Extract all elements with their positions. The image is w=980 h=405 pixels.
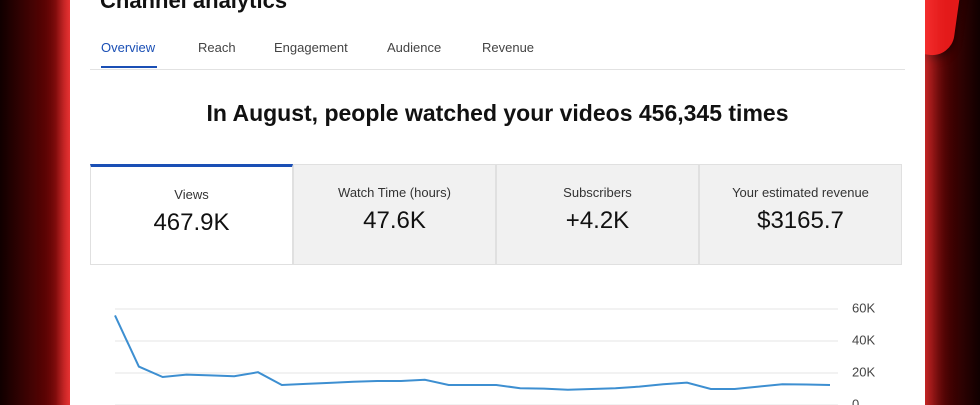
metric-card[interactable]: Your estimated revenue $3165.7: [699, 164, 902, 265]
divider: [90, 69, 905, 70]
tab-indicator: [101, 66, 157, 68]
metric-card[interactable]: Views 467.9K: [90, 164, 293, 265]
metric-label: Views: [174, 187, 209, 202]
tab[interactable]: Reach: [198, 40, 236, 55]
metric-label: Your estimated revenue: [732, 185, 869, 200]
y-tick-label: 40K: [852, 332, 875, 347]
metric-label: Watch Time (hours): [338, 185, 451, 200]
line: [114, 314, 831, 391]
tab[interactable]: Overview: [101, 40, 156, 55]
metric-value: +4.2K: [565, 207, 630, 234]
tab[interactable]: Audience: [387, 40, 442, 55]
headline: In August, people watched your videos 45…: [206, 100, 789, 126]
metric-value: 47.6K: [363, 207, 426, 234]
y-tick-label: 0: [852, 396, 859, 405]
y-tick-label: 60K: [852, 300, 875, 315]
tab[interactable]: Revenue: [482, 40, 535, 55]
metric-value: $3165.7: [757, 207, 844, 234]
tab[interactable]: Engagement: [274, 40, 348, 55]
metric-card[interactable]: Watch Time (hours) 47.6K: [293, 164, 496, 265]
background-edge: [0, 0, 80, 405]
y-tick-label: 20K: [852, 364, 875, 379]
metric-card[interactable]: Subscribers +4.2K: [496, 164, 699, 265]
page-title: Channel analytics: [100, 0, 288, 13]
metric-label: Subscribers: [563, 185, 632, 200]
metric-value: 467.9K: [153, 209, 230, 236]
